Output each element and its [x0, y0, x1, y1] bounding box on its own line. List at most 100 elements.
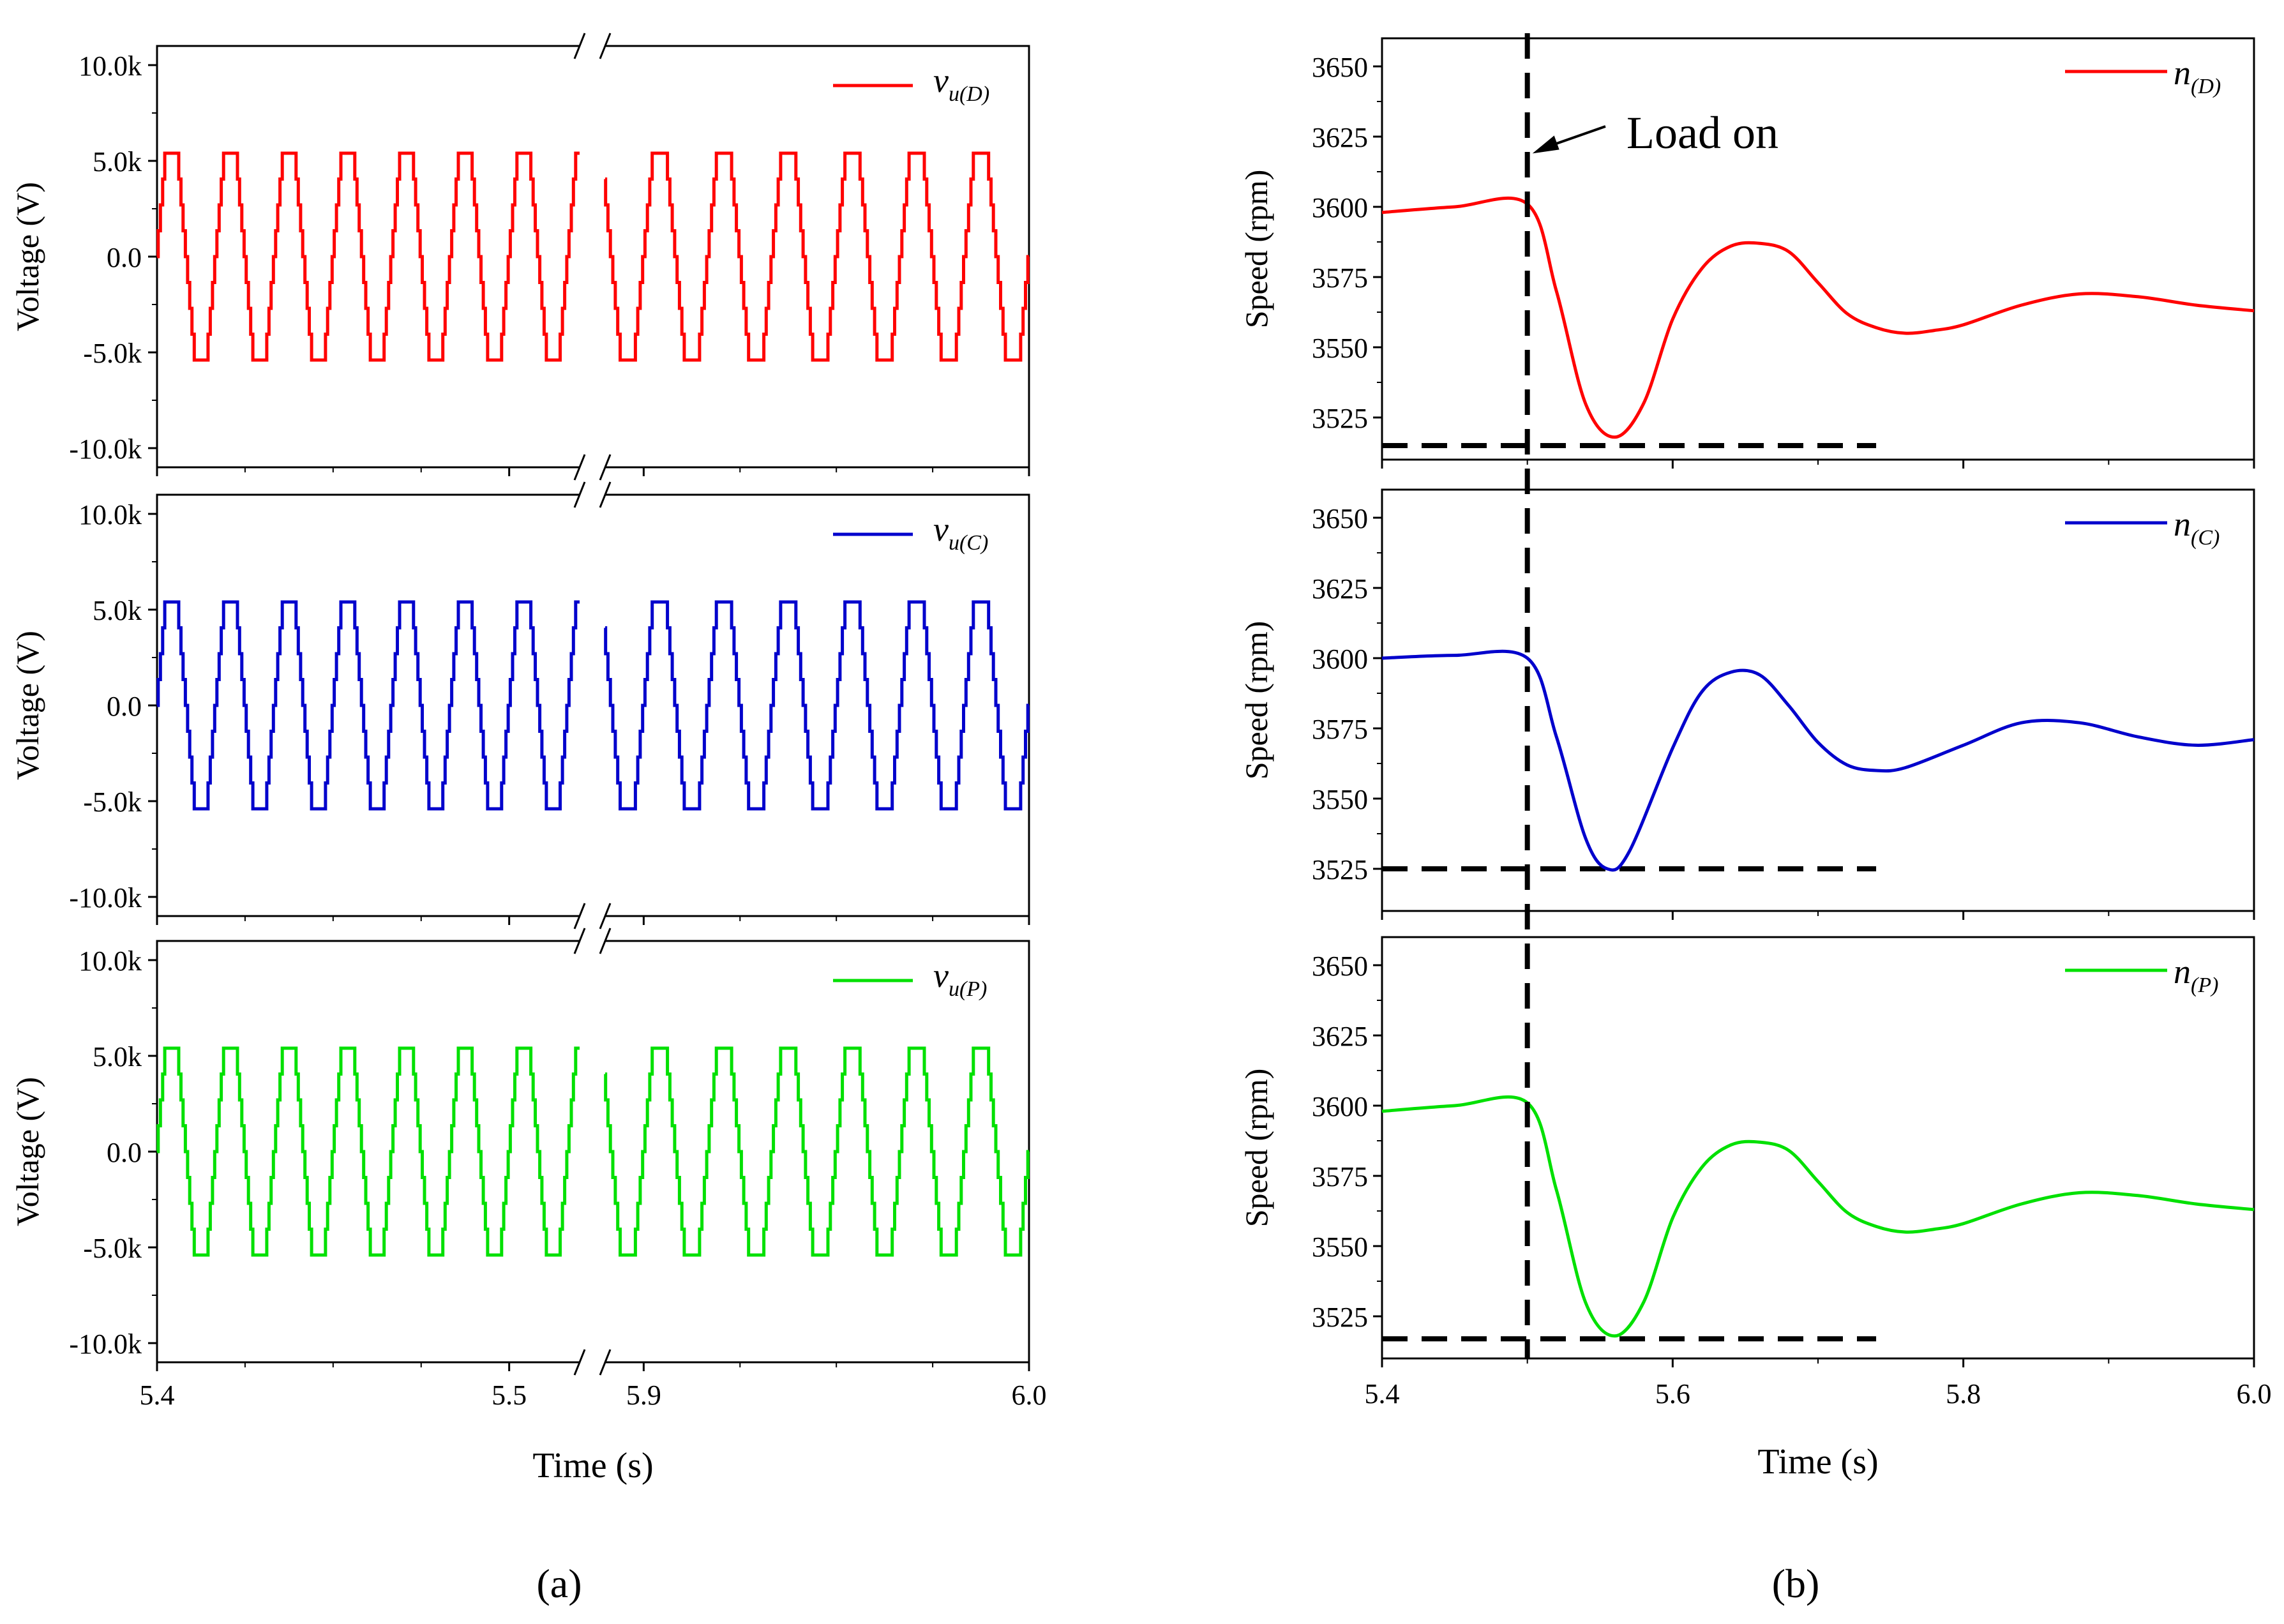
voltage-series-line: [156, 600, 580, 811]
y-tick-label: -10.0k: [69, 1328, 142, 1360]
y-tick-label: 5.0k: [93, 1041, 142, 1072]
y-tick-label: -10.0k: [69, 433, 142, 465]
voltage-series-line: [604, 1046, 1030, 1257]
y-tick-label: 3625: [1312, 122, 1368, 153]
speed-frame: [1381, 488, 2255, 912]
y-tick-label: 0.0: [107, 691, 142, 722]
y-axis-label: Voltage (V): [10, 1077, 45, 1226]
voltage-series-line: [156, 151, 580, 362]
y-axis-label: Speed (rpm): [1238, 1069, 1274, 1228]
y-tick-label: 3550: [1312, 1231, 1368, 1263]
axis-break-mark: [599, 454, 612, 481]
voltage-frame-left: [156, 940, 580, 1364]
legend-label-main: n: [2174, 952, 2191, 991]
legend-label-main: v: [933, 956, 949, 995]
y-tick-label: 3525: [1312, 854, 1368, 885]
legend-label-sub: (P): [2191, 974, 2218, 997]
annotation-arrow-head: [1532, 135, 1559, 154]
y-tick-label: 5.0k: [93, 146, 142, 177]
y-axis-label: Speed (rpm): [1238, 621, 1274, 780]
y-axis-label: Voltage (V): [10, 182, 45, 331]
x-tick-label: 5.5: [492, 1380, 527, 1411]
axis-break-mark: [573, 928, 586, 954]
axis-break-mark: [599, 33, 612, 59]
y-tick-label: 0.0: [107, 1137, 142, 1168]
voltage-frame-left: [156, 493, 580, 917]
y-tick-label: 3525: [1312, 403, 1368, 434]
y-tick-label: -5.0k: [83, 1233, 142, 1264]
y-tick-label: -5.0k: [83, 786, 142, 818]
y-tick-label: 3625: [1312, 573, 1368, 605]
voltage-subplot-3: -10.0k -5.0k 0.0 5.0k 10.0k Voltage (V) vu(P): [10, 928, 1030, 1376]
speed-subplot-3: 3525 3550 3575 3600 3625 3650 Speed (rpm) n(P): [1238, 936, 2255, 1367]
legend-label-sub: (C): [2191, 526, 2220, 550]
x-axis-label: Time (s): [532, 1446, 653, 1485]
axis-break-mark: [599, 481, 612, 508]
legend-label-sub: u(C): [949, 531, 988, 555]
x-tick-label: 6.0: [2237, 1378, 2272, 1410]
axis-break-mark: [573, 1349, 586, 1376]
axis-break-mark: [599, 903, 612, 929]
legend-label-main: n: [2174, 54, 2191, 92]
y-tick-label: 10.0k: [79, 945, 142, 977]
voltage-series-line: [604, 600, 1030, 811]
voltage-subplot-2: -10.0k -5.0k 0.0 5.0k 10.0k Voltage (V) vu(C): [10, 481, 1030, 929]
axis-break-mark: [599, 928, 612, 954]
y-tick-label: -10.0k: [69, 882, 142, 914]
legend-label: n(C): [2174, 505, 2220, 550]
x-tick-label: 6.0: [1012, 1380, 1047, 1411]
legend-label-main: v: [933, 61, 949, 100]
speed-frame: [1381, 37, 2255, 461]
legend-label-main: v: [933, 510, 949, 548]
voltage-subplot-1: -10.0k -5.0k 0.0 5.0k 10.0k Voltage (V) vu(D): [10, 33, 1030, 481]
annotation-load-on: Load on: [1627, 107, 1778, 158]
legend-label: n(P): [2174, 952, 2218, 997]
speed-frame: [1381, 936, 2255, 1360]
panel-b-caption: (b): [1772, 1561, 1820, 1606]
y-tick-label: 10.0k: [79, 499, 142, 530]
y-tick-label: 3525: [1312, 1302, 1368, 1333]
speed-series-line: [1381, 649, 2255, 872]
legend-label-sub: u(D): [949, 82, 989, 106]
speed-series-line: [1381, 196, 2255, 439]
y-tick-label: 3625: [1312, 1021, 1368, 1052]
y-tick-label: 3575: [1312, 714, 1368, 745]
y-tick-label: 3600: [1312, 643, 1368, 675]
voltage-frame-left: [156, 45, 580, 469]
x-axis-label: Time (s): [1757, 1442, 1878, 1482]
y-tick-label: 3650: [1312, 503, 1368, 534]
legend-label: vu(D): [933, 61, 989, 106]
x-tick-label: 5.6: [1655, 1378, 1690, 1410]
axis-break-mark: [599, 1349, 612, 1376]
y-tick-label: 3550: [1312, 784, 1368, 815]
x-tick-label: 5.8: [1946, 1378, 1981, 1410]
y-tick-label: -5.0k: [83, 338, 142, 369]
y-tick-label: 10.0k: [79, 50, 142, 82]
y-tick-label: 3650: [1312, 951, 1368, 982]
voltage-series-line: [604, 151, 1030, 362]
y-tick-label: 3650: [1312, 52, 1368, 83]
legend-label-main: n: [2174, 505, 2191, 543]
x-tick-label: 5.9: [626, 1380, 661, 1411]
y-tick-label: 0.0: [107, 242, 142, 273]
y-tick-label: 3575: [1312, 1161, 1368, 1192]
legend-label: vu(C): [933, 510, 988, 555]
voltage-series-line: [156, 1046, 580, 1257]
legend-label-sub: u(P): [949, 977, 987, 1001]
axis-break-mark: [573, 903, 586, 929]
y-tick-label: 3600: [1312, 1091, 1368, 1122]
legend-label: n(D): [2174, 54, 2221, 98]
legend-label: vu(P): [933, 956, 987, 1001]
speed-subplot-2: 3525 3550 3575 3600 3625 3650 Speed (rpm) n(C): [1238, 488, 2255, 920]
axis-break-mark: [573, 481, 586, 508]
y-tick-label: 3550: [1312, 333, 1368, 364]
legend-label-sub: (D): [2191, 75, 2221, 98]
axis-break-mark: [573, 33, 586, 59]
x-tick-label: 5.4: [1365, 1378, 1400, 1410]
y-tick-label: 3575: [1312, 262, 1368, 294]
axis-break-mark: [573, 454, 586, 481]
speed-subplot-1: 3525 3550 3575 3600 3625 3650 Speed (rpm) n(D): [1238, 37, 2255, 469]
